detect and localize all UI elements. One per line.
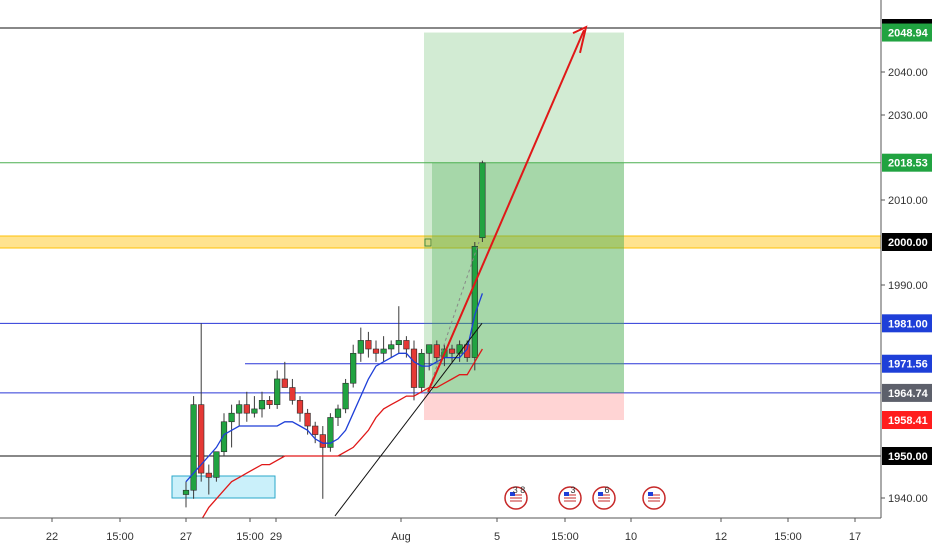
economic-event-flag[interactable] (642, 486, 666, 510)
x-tick-label: 17 (849, 531, 861, 543)
candle-body[interactable] (418, 352, 425, 388)
price-badge[interactable] (882, 354, 932, 373)
candle-body[interactable] (281, 378, 288, 388)
x-tick-label: 15:00 (106, 531, 134, 543)
flag-canton (648, 492, 653, 496)
arrow-head-icon (572, 25, 588, 54)
candle-body[interactable] (403, 340, 410, 350)
x-tick-label: 15:00 (236, 531, 264, 543)
flag-canton (598, 492, 603, 496)
price-badge[interactable] (882, 314, 932, 333)
candle-body[interactable] (258, 400, 266, 410)
x-tick-label: 10 (625, 531, 637, 543)
candle-body[interactable] (334, 408, 342, 418)
event-count-label: 3 (570, 485, 575, 495)
profit-zone-filled (432, 162, 624, 393)
x-tick-label: 15:00 (774, 531, 802, 543)
y-tick-label: 2040.00 (888, 67, 928, 79)
candle-body[interactable] (312, 425, 319, 435)
economic-event-flag[interactable]: 6 (592, 485, 616, 510)
consolidation-box[interactable] (171, 475, 276, 499)
x-tick-label: 27 (180, 531, 192, 543)
candle-body[interactable] (205, 472, 212, 478)
candle-body[interactable] (243, 404, 250, 414)
candle-body[interactable] (198, 404, 205, 474)
candle-body[interactable] (479, 162, 486, 239)
candle-body[interactable] (228, 412, 235, 423)
candle-body[interactable] (190, 404, 197, 491)
candle-body[interactable] (289, 387, 296, 401)
x-tick-label: 12 (715, 531, 727, 543)
candle-body[interactable] (433, 344, 440, 358)
candle-body[interactable] (380, 348, 387, 354)
moving-average-fast (185, 293, 484, 483)
candle-body[interactable] (448, 348, 456, 354)
profit-zone[interactable] (424, 32, 624, 393)
event-count-label: 3 8 (513, 485, 526, 495)
price-badge-label: 2000.00 (888, 237, 928, 249)
trend-line[interactable] (334, 323, 483, 517)
candle-body[interactable] (213, 451, 220, 478)
y-tick-label: 2030.00 (888, 110, 928, 122)
entry-handle[interactable] (424, 238, 432, 247)
candle-body[interactable] (357, 340, 364, 354)
price-badge-label: 2018.53 (888, 158, 928, 170)
candle-body[interactable] (182, 489, 190, 495)
price-badge[interactable] (882, 411, 932, 430)
x-tick-label: 15:00 (551, 531, 579, 543)
y-tick-label: 2010.00 (888, 195, 928, 207)
x-tick-label: 29 (270, 531, 282, 543)
candle-body[interactable] (236, 404, 243, 414)
flag-canton (564, 492, 569, 496)
price-badge[interactable] (882, 447, 932, 465)
price-badge[interactable] (882, 233, 932, 251)
candle-body[interactable] (304, 412, 311, 427)
price-badge[interactable] (882, 383, 932, 402)
price-badge-label: 1981.00 (888, 318, 928, 330)
price-axis[interactable] (881, 0, 932, 550)
candle-body[interactable] (395, 340, 402, 346)
projection-dashed-line (427, 241, 480, 392)
economic-event-flag[interactable]: 3 (558, 485, 582, 510)
candle-body[interactable] (327, 417, 334, 448)
candle-body[interactable] (464, 344, 471, 358)
x-tick-label: 5 (494, 531, 500, 543)
price-badge-label: 1971.56 (888, 359, 928, 371)
y-tick-label: 1940.00 (888, 493, 928, 505)
time-axis[interactable] (0, 518, 932, 550)
economic-event-flag[interactable]: 3 8 (504, 485, 528, 510)
candle-body[interactable] (410, 348, 418, 388)
price-badge[interactable] (882, 23, 932, 42)
projection-arrow-line[interactable] (427, 29, 585, 393)
candle-body[interactable] (319, 434, 326, 448)
candle-body[interactable] (471, 245, 478, 358)
candle-body[interactable] (388, 344, 395, 350)
candle-body[interactable] (220, 421, 228, 453)
event-count-label: 6 (604, 485, 609, 495)
candle-body[interactable] (365, 340, 372, 350)
price-badge-label: 1958.41 (888, 415, 928, 427)
flag-canton (510, 492, 515, 496)
candle-body[interactable] (372, 348, 380, 354)
candle-body[interactable] (251, 408, 258, 414)
loss-zone[interactable] (424, 392, 624, 421)
candle-body[interactable] (296, 400, 304, 414)
price-badge-label: 2048.94 (888, 28, 929, 40)
x-tick-label: 22 (46, 531, 58, 543)
price-badge-label: 1964.74 (888, 388, 929, 400)
price-badge-label: 1950.00 (888, 451, 928, 463)
candle-body[interactable] (426, 344, 433, 354)
price-badge[interactable] (882, 153, 932, 172)
y-tick-label: 1990.00 (888, 280, 928, 292)
candle-body[interactable] (266, 400, 273, 405)
resistance-band[interactable] (0, 236, 881, 248)
candle-body[interactable] (342, 382, 349, 410)
x-tick-label: Aug (391, 531, 411, 543)
candle-body[interactable] (274, 378, 281, 405)
candle-body[interactable] (350, 352, 357, 384)
